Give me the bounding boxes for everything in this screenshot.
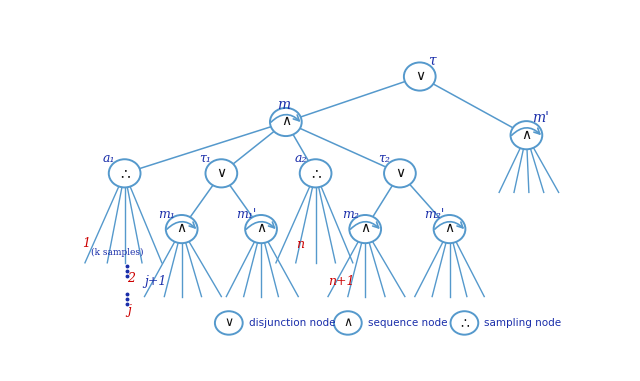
Ellipse shape [215, 311, 243, 335]
Text: $\wedge$: $\wedge$ [360, 221, 371, 235]
Text: 1: 1 [83, 237, 90, 250]
Ellipse shape [334, 311, 362, 335]
Text: 2: 2 [127, 272, 135, 285]
Text: j: j [127, 304, 131, 317]
Text: $\therefore$: $\therefore$ [118, 166, 132, 181]
Ellipse shape [451, 311, 478, 335]
Ellipse shape [384, 159, 416, 187]
Text: n+1: n+1 [328, 275, 355, 288]
Ellipse shape [245, 215, 277, 243]
Text: $\wedge$: $\wedge$ [256, 221, 266, 235]
Ellipse shape [434, 215, 465, 243]
Text: (k samples): (k samples) [91, 248, 143, 258]
Text: $\wedge$: $\wedge$ [521, 128, 532, 142]
Ellipse shape [270, 108, 301, 136]
Text: m₁': m₁' [236, 208, 256, 221]
Text: j+1: j+1 [145, 275, 167, 288]
Text: $\wedge$: $\wedge$ [177, 221, 187, 235]
Text: $\vee$: $\vee$ [216, 166, 227, 180]
Text: τ₁: τ₁ [200, 152, 211, 165]
Text: m₁: m₁ [158, 208, 175, 221]
Text: $\wedge$: $\wedge$ [343, 316, 353, 329]
Text: m₂: m₂ [342, 208, 359, 221]
Ellipse shape [511, 121, 542, 149]
Text: $\vee$: $\vee$ [224, 316, 234, 329]
Ellipse shape [349, 215, 381, 243]
Text: m': m' [532, 111, 548, 125]
Text: m₂': m₂' [424, 208, 445, 221]
Text: $\therefore$: $\therefore$ [458, 317, 471, 331]
Text: τ₂: τ₂ [378, 152, 390, 165]
Text: disjunction node: disjunction node [249, 318, 335, 328]
Text: $\therefore$: $\therefore$ [308, 166, 323, 181]
Text: τ: τ [428, 53, 436, 67]
Text: a₂: a₂ [294, 152, 307, 165]
Ellipse shape [166, 215, 198, 243]
Text: $\vee$: $\vee$ [415, 69, 425, 83]
Text: $\vee$: $\vee$ [395, 166, 405, 180]
Text: $\wedge$: $\wedge$ [281, 114, 291, 128]
Text: m: m [276, 98, 290, 112]
Text: sequence node: sequence node [368, 318, 447, 328]
Ellipse shape [109, 159, 141, 187]
Ellipse shape [404, 62, 436, 91]
Text: n: n [296, 238, 304, 251]
Text: sampling node: sampling node [484, 318, 561, 328]
Text: a₁: a₁ [102, 152, 115, 165]
Ellipse shape [300, 159, 332, 187]
Ellipse shape [205, 159, 237, 187]
Text: $\wedge$: $\wedge$ [444, 221, 454, 235]
